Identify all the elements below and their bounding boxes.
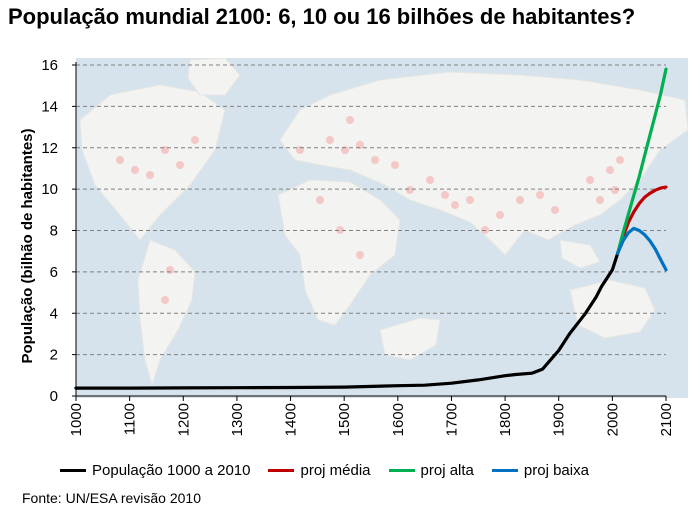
axes: 0 2 4 6 8 10 12 14 16 1000 1100 1200 1300 1400 1500 160… — [41, 57, 675, 436]
series-line-3 — [616, 226, 668, 272]
x-tick-label: 1600 — [390, 403, 407, 436]
legend-label: proj baixa — [523, 461, 589, 479]
legend-item-2: proj alta — [388, 461, 474, 479]
y-tick-label: 12 — [41, 140, 58, 157]
chart-title: População mundial 2100: 6, 10 ou 16 bilh… — [8, 4, 636, 29]
series-line-2 — [616, 67, 668, 255]
x-tick-label: 1400 — [283, 403, 300, 436]
series-line-0 — [74, 251, 620, 390]
y-tick-label: 6 — [50, 264, 58, 281]
legend-label: proj média — [300, 461, 371, 479]
x-tick-label: 1900 — [551, 403, 568, 436]
legend-item-1: proj média — [268, 461, 371, 479]
x-tick-label: 1200 — [175, 403, 192, 436]
y-tick-label: 0 — [50, 388, 58, 405]
legend-swatch — [268, 468, 295, 472]
x-tick-label: 1700 — [443, 403, 460, 436]
x-tick-label: 1100 — [122, 403, 139, 435]
legend-item-0: População 1000 a 2010 — [60, 462, 250, 479]
legend-label: População 1000 a 2010 — [92, 461, 251, 479]
series-lines — [74, 67, 668, 390]
x-tick-label: 1300 — [229, 403, 246, 436]
grid-lines — [76, 64, 666, 356]
world-map-background — [76, 58, 688, 398]
y-axis-title: População (bilhão de habitantes) — [19, 128, 36, 363]
x-tick-label: 1000 — [68, 403, 85, 436]
y-tick-label: 2 — [50, 347, 58, 364]
legend-label: proj alta — [420, 461, 474, 479]
x-tick-label: 2000 — [604, 403, 621, 436]
series-line-1 — [616, 185, 668, 255]
x-tick-label: 1800 — [497, 403, 514, 436]
source-note: Fonte: UN/ESA revisão 2010 — [22, 490, 201, 506]
legend-item-3: proj baixa — [491, 461, 589, 479]
y-tick-label: 10 — [41, 181, 58, 198]
y-tick-label: 16 — [41, 57, 58, 74]
legend: População 1000 a 2010 proj média proj alta… — [60, 458, 607, 482]
y-tick-label: 4 — [50, 305, 58, 322]
y-tick-label: 8 — [50, 223, 58, 240]
x-tick-label: 1500 — [336, 403, 353, 436]
legend-swatch — [388, 468, 415, 472]
x-tick-label: 2100 — [658, 403, 675, 436]
y-tick-label: 14 — [41, 98, 58, 115]
legend-swatch — [60, 468, 86, 472]
legend-swatch — [491, 468, 518, 472]
